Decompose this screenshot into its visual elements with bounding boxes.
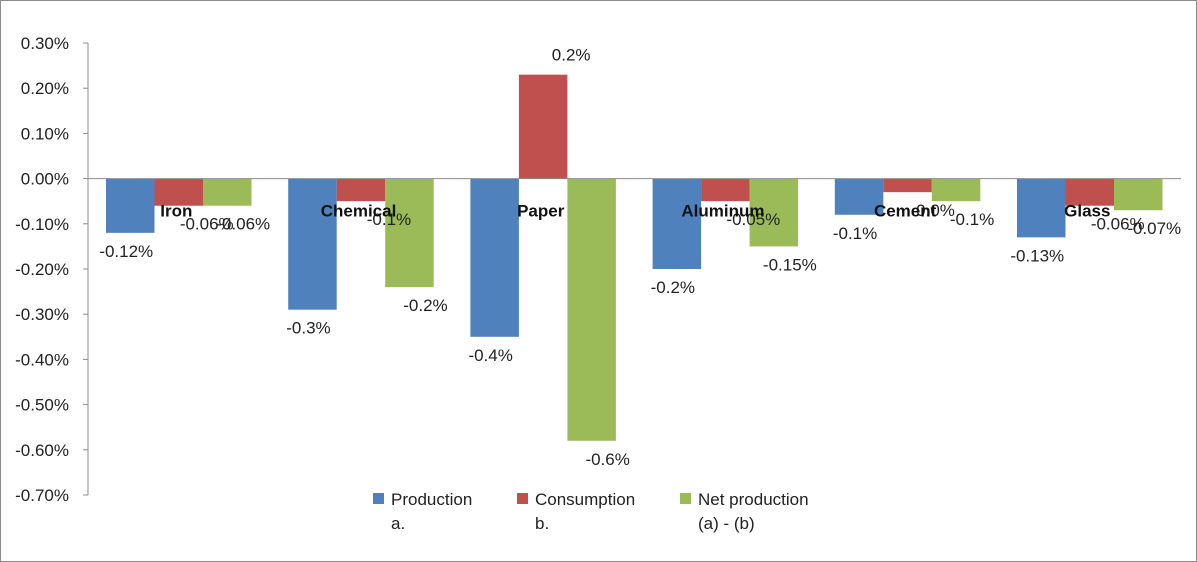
data-labels: -0.12%-0.06%-0.06%-0.3%-0.1%-0.2%-0.4%0.…	[99, 46, 1181, 469]
data-label: -0.2%	[403, 296, 447, 315]
bar-net-production-cement	[931, 178, 981, 202]
bar-production-cement	[834, 178, 884, 215]
y-axis: 0.30% 0.20% 0.10% 0.00% -0.10% -0.20% -0.30% -0…	[15, 34, 89, 505]
y-tick-label: -0.70%	[15, 486, 69, 505]
bar-consumption-cement	[883, 178, 932, 193]
bar-consumption-chemical	[336, 178, 386, 202]
y-tick-label: -0.20%	[15, 260, 69, 279]
data-label: -0.1%	[833, 224, 877, 243]
bar-net-production-chemical	[385, 178, 434, 288]
y-tick-label: 0.30%	[21, 34, 69, 53]
category-label-aluminum: Aluminum	[681, 202, 764, 221]
bar-consumption-iron	[154, 178, 203, 206]
data-label: -0.6%	[585, 450, 629, 469]
legend-sublabel: (a) - (b)	[698, 514, 755, 533]
legend-swatch-net-production	[680, 493, 691, 504]
bar-net-production-aluminum	[749, 178, 799, 247]
y-tick-label: -0.30%	[15, 305, 69, 324]
data-label: -0.1%	[950, 210, 994, 229]
category-label-paper: Paper	[517, 202, 565, 221]
data-label: -0.13%	[1010, 246, 1064, 265]
bar-consumption-paper	[518, 74, 568, 179]
bar-consumption-aluminum	[701, 178, 750, 202]
bar-net-production-iron	[203, 178, 252, 206]
data-label: -0.4%	[468, 346, 512, 365]
data-label: -0.1%	[367, 210, 411, 229]
category-label-chemical: Chemical	[321, 202, 397, 221]
data-label: -0.06%	[180, 215, 234, 234]
legend-swatch-production	[373, 493, 384, 504]
legend-sublabel: b.	[535, 514, 549, 533]
data-label: -0.12%	[99, 242, 153, 261]
data-label: -0.07%	[1127, 219, 1181, 238]
bar-consumption-glass	[1065, 178, 1114, 206]
bar-production-chemical	[288, 178, 337, 310]
data-label: 0.0%	[916, 201, 955, 220]
bar-production-aluminum	[652, 178, 702, 269]
legend-swatch-consumption	[517, 493, 528, 504]
y-tick-label: -0.40%	[15, 350, 69, 369]
legend-label: Net production	[698, 490, 809, 509]
y-tick-label: 0.20%	[21, 79, 69, 98]
legend-label: Production	[391, 490, 472, 509]
data-label: 0.2%	[552, 46, 591, 65]
data-label: -0.3%	[286, 319, 330, 338]
legend: Production a. Consumption b. Net production (…	[373, 490, 809, 533]
data-label: -0.06%	[1091, 215, 1145, 234]
bars	[106, 74, 1163, 441]
category-label-cement: Cement	[874, 202, 937, 221]
legend-label: Consumption	[535, 490, 635, 509]
category-label-glass: Glass	[1064, 202, 1110, 221]
y-tick-label: -0.60%	[15, 441, 69, 460]
legend-sublabel: a.	[391, 514, 405, 533]
data-label: -0.06%	[216, 215, 270, 234]
y-tick-label: 0.10%	[21, 124, 69, 143]
bar-net-production-glass	[1114, 178, 1163, 211]
data-label: -0.2%	[651, 278, 695, 297]
data-label: -0.15%	[763, 255, 817, 274]
bar-production-iron	[106, 178, 155, 233]
y-tick-label: -0.10%	[15, 215, 69, 234]
data-label: -0.05%	[726, 210, 780, 229]
y-tick-label: 0.00%	[21, 170, 69, 189]
category-labels: Iron Chemical Paper Aluminum Cement Glass	[160, 202, 1110, 221]
category-label-iron: Iron	[160, 202, 192, 221]
bar-production-paper	[470, 178, 519, 337]
bar-net-production-paper	[567, 178, 616, 441]
y-tick-label: -0.50%	[15, 396, 69, 415]
bar-production-glass	[1017, 178, 1066, 238]
